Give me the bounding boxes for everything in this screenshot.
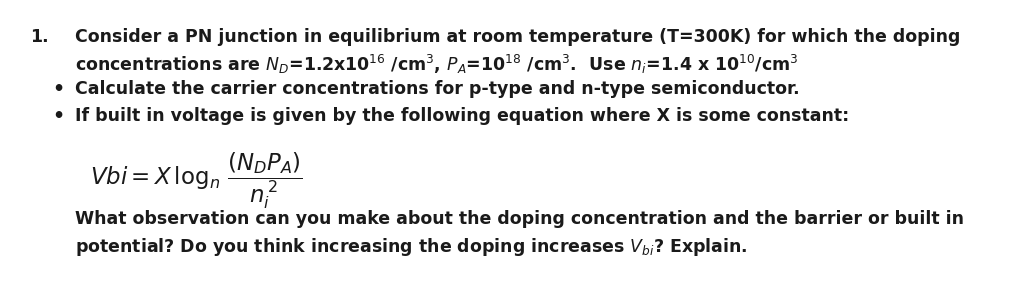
Text: What observation can you make about the doping concentration and the barrier or : What observation can you make about the … (75, 210, 964, 228)
Text: If built in voltage is given by the following equation where X is some constant:: If built in voltage is given by the foll… (75, 107, 849, 125)
Text: •: • (52, 80, 65, 99)
Text: •: • (52, 107, 65, 126)
Text: potential? Do you think increasing the doping increases $V_{bi}$? Explain.: potential? Do you think increasing the d… (75, 236, 748, 258)
Text: Calculate the carrier concentrations for p-type and n-type semiconductor.: Calculate the carrier concentrations for… (75, 80, 800, 98)
Text: 1.: 1. (30, 28, 48, 46)
Text: $Vbi = X\,\log_{n}\,\dfrac{(N_D P_A)}{n_i^{\,2}}$: $Vbi = X\,\log_{n}\,\dfrac{(N_D P_A)}{n_… (90, 150, 303, 211)
Text: Consider a PN junction in equilibrium at room temperature (T=300K) for which the: Consider a PN junction in equilibrium at… (75, 28, 961, 46)
Text: concentrations are $N_D$=1.2x10$^{16}$ /cm$^3$, $P_A$=10$^{18}$ /cm$^3$.  Use $n: concentrations are $N_D$=1.2x10$^{16}$ /… (75, 53, 799, 76)
